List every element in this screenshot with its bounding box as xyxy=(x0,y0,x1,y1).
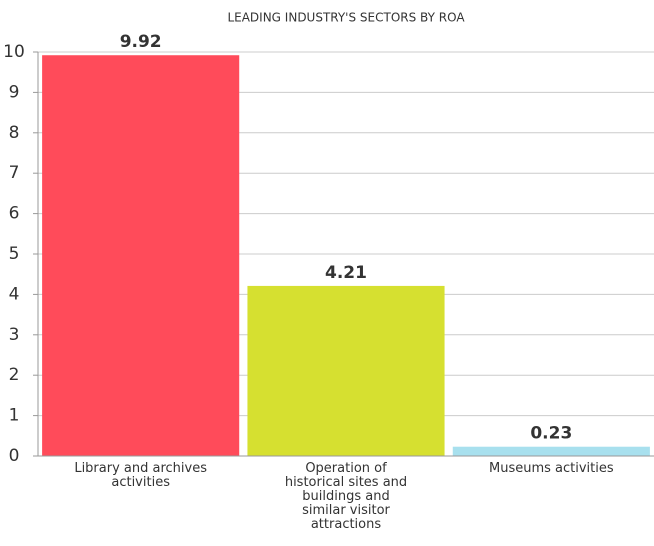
y-tick-label: 0 xyxy=(9,446,20,466)
y-tick-label: 5 xyxy=(9,244,20,264)
y-tick-label: 6 xyxy=(9,204,20,224)
y-tick-label: 2 xyxy=(9,365,20,385)
x-tick-label: Library and archives activities xyxy=(74,461,207,490)
y-tick-label: 8 xyxy=(9,123,20,143)
y-tick-label: 10 xyxy=(3,42,25,62)
data-label: 4.21 xyxy=(325,263,367,283)
x-tick-label: Museums activities xyxy=(489,461,614,476)
y-tick-label: 4 xyxy=(9,284,20,304)
chart-title: LEADING INDUSTRY'S SECTORS BY ROA xyxy=(227,11,465,25)
data-label: 9.92 xyxy=(120,32,162,52)
data-label: 0.23 xyxy=(530,424,572,444)
bar xyxy=(42,55,240,457)
y-tick-label: 3 xyxy=(9,325,20,345)
bar xyxy=(247,285,445,456)
y-tick-label: 1 xyxy=(9,406,20,426)
y-tick-label: 9 xyxy=(9,82,20,102)
y-tick-label: 7 xyxy=(9,163,20,183)
bar xyxy=(452,446,650,456)
x-tick-label: Operation of historical sites and building… xyxy=(285,461,407,532)
